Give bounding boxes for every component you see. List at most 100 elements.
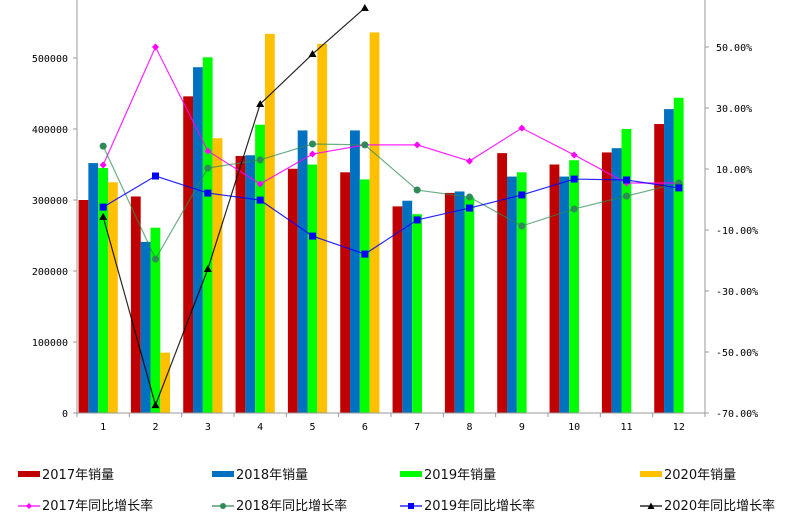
point-2017年同比增长率 [466,157,473,165]
point-2017年同比增长率 [309,150,316,158]
point-2017年同比增长率 [413,141,421,149]
right-tick-label: -30.00% [716,287,758,298]
bar-2018年销量-9 [507,176,517,413]
legend-label: 2018年销量 [236,468,309,483]
point-2019年同比增长率 [518,191,526,199]
bar-2019年销量-11 [621,129,632,413]
point-2018年同比增长率 [518,222,526,230]
legend-item-2020年同比增长率: 2020年同比增长率 [640,495,775,514]
legend-label: 2020年销量 [664,468,737,483]
bar-2019年销量-1 [98,168,108,413]
bar-2019年销量-3 [202,57,213,413]
bar-2017年销量-5 [287,168,298,413]
x-tick-label: 9 [519,422,525,433]
bar-2019年销量-4 [255,124,265,414]
point-2018年同比增长率 [204,164,212,172]
legend-label: 2018年同比增长率 [236,499,348,514]
legend-swatch [640,470,662,477]
line-2018年同比增长率 [102,143,679,261]
bar-2017年销量-10 [549,164,560,413]
line-2017年同比增长率 [102,45,679,185]
right-tick-label: -70.00% [716,409,758,420]
bar-2020年销量-6 [369,32,380,413]
left-tick-label: 0 [62,409,68,420]
bar-2019年销量-6 [359,179,370,413]
point-2020年同比增长率 [360,3,369,11]
x-tick-label: 8 [466,422,472,433]
point-2017年同比增长率 [518,124,526,132]
point-2018年同比增长率 [361,141,369,149]
point-2019年同比增长率 [309,232,316,240]
legend-item-2018年销量: 2018年销量 [212,464,308,483]
right-tick-label: 10.00% [716,165,752,176]
point-2018年同比增长率 [152,255,159,263]
bar-2020年销量-1 [107,182,118,413]
bar-2020年销量-5 [317,43,328,414]
bar-2018年销量-6 [350,130,360,414]
point-2018年同比增长率 [466,193,473,201]
bar-2019年销量-12 [673,97,684,413]
point-2018年同比增长率 [309,140,316,148]
bar-2020年销量-3 [212,138,223,414]
legend-item-2018年同比增长率: 2018年同比增长率 [212,495,347,514]
circle-marker-icon [212,500,234,510]
square-marker-icon [400,500,422,510]
point-2020年同比增长率 [256,100,265,108]
line-2020年同比增长率 [102,7,366,407]
x-tick-label: 3 [205,422,211,433]
legend-item-2019年同比增长率: 2019年同比增长率 [400,495,535,514]
left-tick-label: 500000 [32,54,68,65]
right-tick-label: -10.00% [716,226,758,237]
legend-label: 2019年同比增长率 [424,499,536,514]
x-tick-label: 11 [620,422,632,433]
bar-2017年销量-6 [340,172,351,413]
bar-2018年销量-11 [611,148,622,414]
bar-2017年销量-1 [78,200,89,413]
legend-swatch [18,470,40,477]
x-tick-label: 6 [362,422,368,433]
bar-2019年销量-8 [464,197,475,413]
left-tick-label: 200000 [32,267,68,278]
point-2019年同比增长率 [152,172,159,180]
bar-2018年销量-1 [88,163,99,413]
x-tick-label: 2 [152,422,158,433]
bar-2017年销量-7 [392,206,403,413]
legend: 2017年销量 2018年销量 2019年销量 2020年销量 2017年同比增长率 20… [0,455,791,516]
x-tick-label: 4 [257,422,263,433]
point-2018年同比增长率 [413,186,421,194]
bar-2018年销量-2 [140,241,151,413]
point-2018年同比增长率 [570,205,578,213]
bar-2019年销量-10 [569,160,579,413]
left-tick-label: 300000 [32,196,68,207]
bar-2018年销量-8 [454,191,465,413]
bars-layer [78,32,684,414]
line-2019年同比增长率 [102,175,679,255]
point-2019年同比增长率 [623,176,630,184]
bar-2017年销量-11 [601,152,612,413]
diamond-marker-icon [18,500,40,510]
lines-layer [99,3,683,409]
point-2017年同比增长率 [204,147,212,155]
x-tick-label: 7 [414,422,420,433]
bar-2019年销量-5 [307,164,318,413]
point-2017年同比增长率 [256,180,264,188]
point-2019年同比增长率 [361,250,369,258]
triangle-marker-icon [640,500,662,510]
legend-swatch [400,470,422,477]
point-2019年同比增长率 [204,189,212,197]
bar-2019年销量-7 [412,214,422,413]
legend-swatch [212,470,234,477]
legend-label: 2020年同比增长率 [664,499,776,514]
legend-label: 2019年销量 [424,468,497,483]
left-tick-label: 100000 [32,338,68,349]
right-tick-label: 50.00% [716,43,752,54]
point-2019年同比增长率 [413,216,421,224]
x-tick-label: 12 [673,422,685,433]
point-2018年同比增长率 [256,156,264,164]
bar-2018年销量-4 [245,155,256,413]
x-tick-label: 10 [568,422,580,433]
axes-layer: 0 100000 200000 300000 400000 500000 -70.00% -5… [32,0,758,433]
bar-2017年销量-12 [654,124,665,413]
point-2017年同比增长率 [99,161,107,169]
point-2019年同比增长率 [466,204,473,212]
